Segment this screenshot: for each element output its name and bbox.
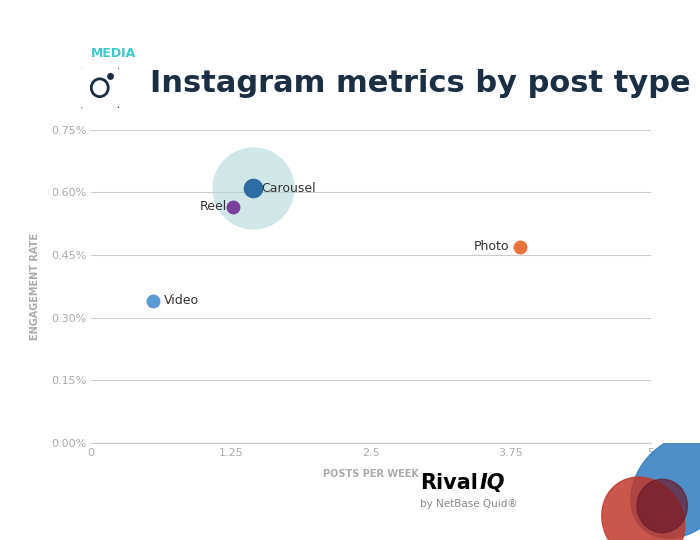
Ellipse shape <box>637 480 687 532</box>
Point <box>514 242 526 251</box>
Point <box>147 296 158 305</box>
Point <box>248 184 259 192</box>
Text: Photo: Photo <box>473 240 509 253</box>
Text: IQ: IQ <box>480 472 505 492</box>
Text: Video: Video <box>164 294 199 307</box>
Text: MEDIA: MEDIA <box>91 46 136 60</box>
Text: Reel: Reel <box>199 200 227 213</box>
Text: by NetBase Quid®: by NetBase Quid® <box>420 498 517 509</box>
Text: Instagram metrics by post type: Instagram metrics by post type <box>150 69 691 98</box>
X-axis label: POSTS PER WEEK: POSTS PER WEEK <box>323 469 419 479</box>
Point <box>228 202 239 211</box>
Ellipse shape <box>602 477 685 540</box>
Text: Carousel: Carousel <box>261 181 316 194</box>
Point <box>248 184 259 192</box>
Ellipse shape <box>631 435 700 538</box>
Text: Rival: Rival <box>420 472 478 492</box>
Circle shape <box>108 73 113 79</box>
Y-axis label: ENGAGEMENT RATE: ENGAGEMENT RATE <box>29 233 40 340</box>
